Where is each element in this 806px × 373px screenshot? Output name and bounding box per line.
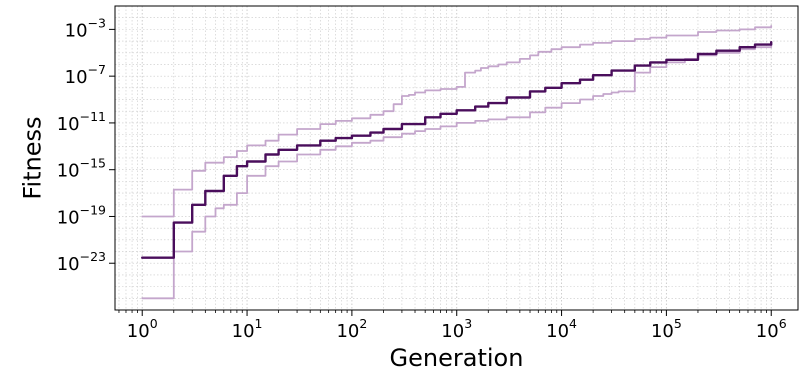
- x-tick-label: 100: [127, 316, 158, 342]
- y-tick-label: 10−19: [57, 202, 106, 228]
- x-tick-label-base: 10: [546, 321, 569, 342]
- y-tick-label: 10−23: [57, 249, 106, 275]
- x-tick-label: 101: [232, 316, 263, 342]
- x-tick-label-base: 10: [651, 321, 674, 342]
- y-tick-label-base: 10: [57, 114, 80, 135]
- y-tick-label-exponent: −3: [88, 15, 106, 30]
- axis-tick-labels: 100 101 102 103 104 105 10610−2310−1910−1510−1…: [57, 15, 787, 342]
- series-lower-line: [141, 43, 773, 300]
- y-tick-label-exponent: −23: [80, 249, 106, 264]
- x-tick-label: 102: [336, 316, 367, 342]
- y-tick-label-exponent: −11: [80, 109, 106, 124]
- x-tick-label-base: 10: [127, 321, 150, 342]
- x-tick-label-exponent: 3: [464, 316, 472, 331]
- x-tick-label-exponent: 4: [569, 316, 577, 331]
- y-tick-label: 10−11: [57, 109, 106, 135]
- x-tick-label: 103: [441, 316, 472, 342]
- y-tick-label-exponent: −15: [80, 156, 106, 171]
- y-tick-label: 10−7: [65, 62, 106, 88]
- axis-ticks: [109, 28, 772, 316]
- series-upper-line: [141, 25, 773, 218]
- grid-lines: [115, 5, 798, 311]
- y-tick-label-base: 10: [57, 254, 80, 275]
- x-tick-label-base: 10: [756, 321, 779, 342]
- x-tick-label: 105: [651, 316, 682, 342]
- x-tick-label-base: 10: [232, 321, 255, 342]
- y-axis-label: Fitness: [18, 116, 46, 199]
- x-tick-label-exponent: 6: [779, 316, 787, 331]
- series-central-line: [141, 41, 773, 259]
- y-tick-label-exponent: −7: [88, 62, 106, 77]
- y-tick-label: 10−15: [57, 156, 106, 182]
- y-tick-label-base: 10: [65, 20, 88, 41]
- y-tick-label-base: 10: [57, 207, 80, 228]
- series-lines: [141, 25, 773, 300]
- x-tick-label: 106: [756, 316, 787, 342]
- y-tick-label: 10−3: [65, 15, 106, 41]
- y-tick-label-base: 10: [65, 67, 88, 88]
- x-tick-label-base: 10: [441, 321, 464, 342]
- x-tick-label-base: 10: [336, 321, 359, 342]
- x-axis-label: Generation: [390, 344, 524, 372]
- x-tick-label-exponent: 5: [674, 316, 682, 331]
- y-tick-label-exponent: −19: [80, 202, 106, 217]
- x-tick-label-exponent: 2: [359, 316, 367, 331]
- x-tick-label-exponent: 1: [255, 316, 263, 331]
- x-tick-label: 104: [546, 316, 577, 342]
- y-tick-label-base: 10: [57, 161, 80, 182]
- x-tick-label-exponent: 0: [150, 316, 158, 331]
